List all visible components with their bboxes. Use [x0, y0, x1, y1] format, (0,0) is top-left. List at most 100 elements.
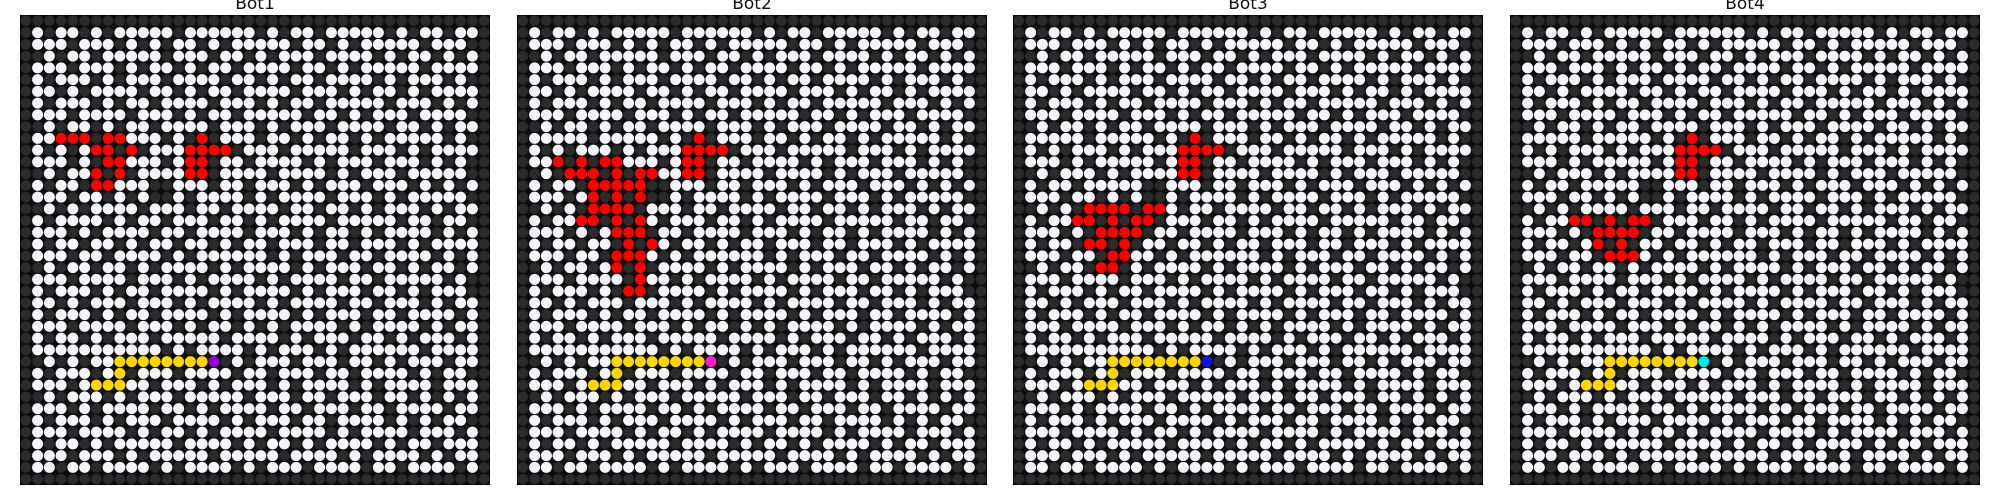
open-cell	[67, 309, 79, 321]
wall-cell	[1330, 344, 1342, 356]
wall-cell	[137, 203, 150, 215]
open-cell	[681, 179, 693, 191]
wall-cell	[31, 203, 44, 215]
wall-cell	[325, 15, 338, 27]
open-cell	[963, 97, 975, 109]
wall-cell	[1283, 261, 1295, 274]
wall-cell	[20, 214, 32, 227]
open-cell	[529, 414, 541, 426]
open-cell	[408, 238, 420, 250]
wall-cell	[1259, 426, 1272, 438]
open-cell	[670, 262, 682, 274]
open-cell	[302, 414, 314, 426]
open-cell	[1154, 320, 1166, 332]
open-cell	[325, 461, 337, 473]
open-cell	[1307, 426, 1319, 438]
open-cell	[1048, 226, 1060, 238]
wall-cell	[517, 297, 529, 309]
open-cell	[822, 461, 834, 473]
open-cell	[1189, 74, 1201, 86]
wall-cell	[1389, 438, 1401, 450]
open-cell	[1189, 309, 1201, 321]
open-cell	[1283, 344, 1295, 356]
open-cell	[79, 121, 91, 133]
open-cell	[1283, 168, 1295, 180]
open-cell	[1459, 203, 1471, 215]
wall-cell	[763, 367, 776, 380]
open-cell	[858, 226, 870, 238]
open-cell	[764, 38, 776, 50]
open-cell	[443, 309, 455, 321]
open-cell	[599, 109, 611, 121]
path-cell	[587, 379, 599, 391]
wall-cell	[775, 26, 788, 39]
open-cell	[314, 332, 326, 344]
wall-cell	[869, 73, 882, 86]
open-cell	[529, 132, 541, 144]
fire-cell	[1119, 203, 1131, 215]
open-cell	[1025, 403, 1037, 415]
open-cell	[1424, 191, 1436, 203]
wall-cell	[231, 461, 244, 474]
wall-cell	[752, 320, 764, 333]
open-cell	[137, 344, 149, 356]
open-cell	[267, 62, 279, 74]
open-cell	[396, 450, 408, 462]
open-cell	[1436, 97, 1448, 109]
open-cell	[102, 226, 114, 238]
open-cell	[1545, 38, 1557, 50]
open-cell	[564, 309, 576, 321]
wall-cell	[454, 308, 467, 321]
open-cell	[137, 461, 149, 473]
open-cell	[1060, 97, 1072, 109]
wall-cell	[1436, 73, 1448, 86]
open-cell	[693, 50, 705, 62]
open-cell	[325, 379, 337, 391]
open-cell	[1095, 461, 1107, 473]
open-cell	[208, 203, 220, 215]
wall-cell	[1095, 214, 1107, 227]
open-cell	[79, 285, 91, 297]
open-cell	[1448, 379, 1460, 391]
open-cell	[846, 356, 858, 368]
open-cell	[1424, 309, 1436, 321]
wall-cell	[799, 332, 811, 344]
open-cell	[1248, 356, 1260, 368]
wall-cell	[681, 250, 694, 262]
open-cell	[161, 309, 173, 321]
open-cell	[126, 332, 138, 344]
wall-cell	[1083, 156, 1096, 168]
open-cell	[717, 191, 729, 203]
open-cell	[267, 74, 279, 86]
wall-cell	[1024, 167, 1037, 180]
wall-cell	[810, 238, 823, 250]
wall-cell	[681, 132, 694, 145]
open-cell	[255, 344, 267, 356]
wall-cell	[1459, 473, 1472, 485]
wall-cell	[1342, 144, 1354, 156]
wall-cell	[1471, 109, 1483, 121]
open-cell	[396, 391, 408, 403]
wall-cell	[114, 73, 126, 86]
wall-cell	[1142, 226, 1154, 239]
wall-cell	[1365, 391, 1378, 403]
fire-cell	[634, 262, 646, 274]
wall-cell	[1177, 473, 1190, 485]
wall-cell	[963, 285, 976, 297]
open-cell	[455, 168, 467, 180]
open-cell	[963, 461, 975, 473]
open-cell	[916, 74, 928, 86]
open-cell	[1119, 50, 1131, 62]
wall-cell	[302, 332, 314, 344]
wall-cell	[893, 238, 905, 250]
open-cell	[1412, 461, 1424, 473]
open-cell	[717, 85, 729, 97]
open-cell	[114, 109, 126, 121]
open-cell	[1424, 403, 1436, 415]
open-cell	[905, 262, 917, 274]
open-cell	[693, 27, 705, 39]
wall-cell	[325, 38, 338, 51]
wall-cell	[1048, 50, 1060, 62]
open-cell	[1107, 27, 1119, 39]
open-cell	[834, 168, 846, 180]
